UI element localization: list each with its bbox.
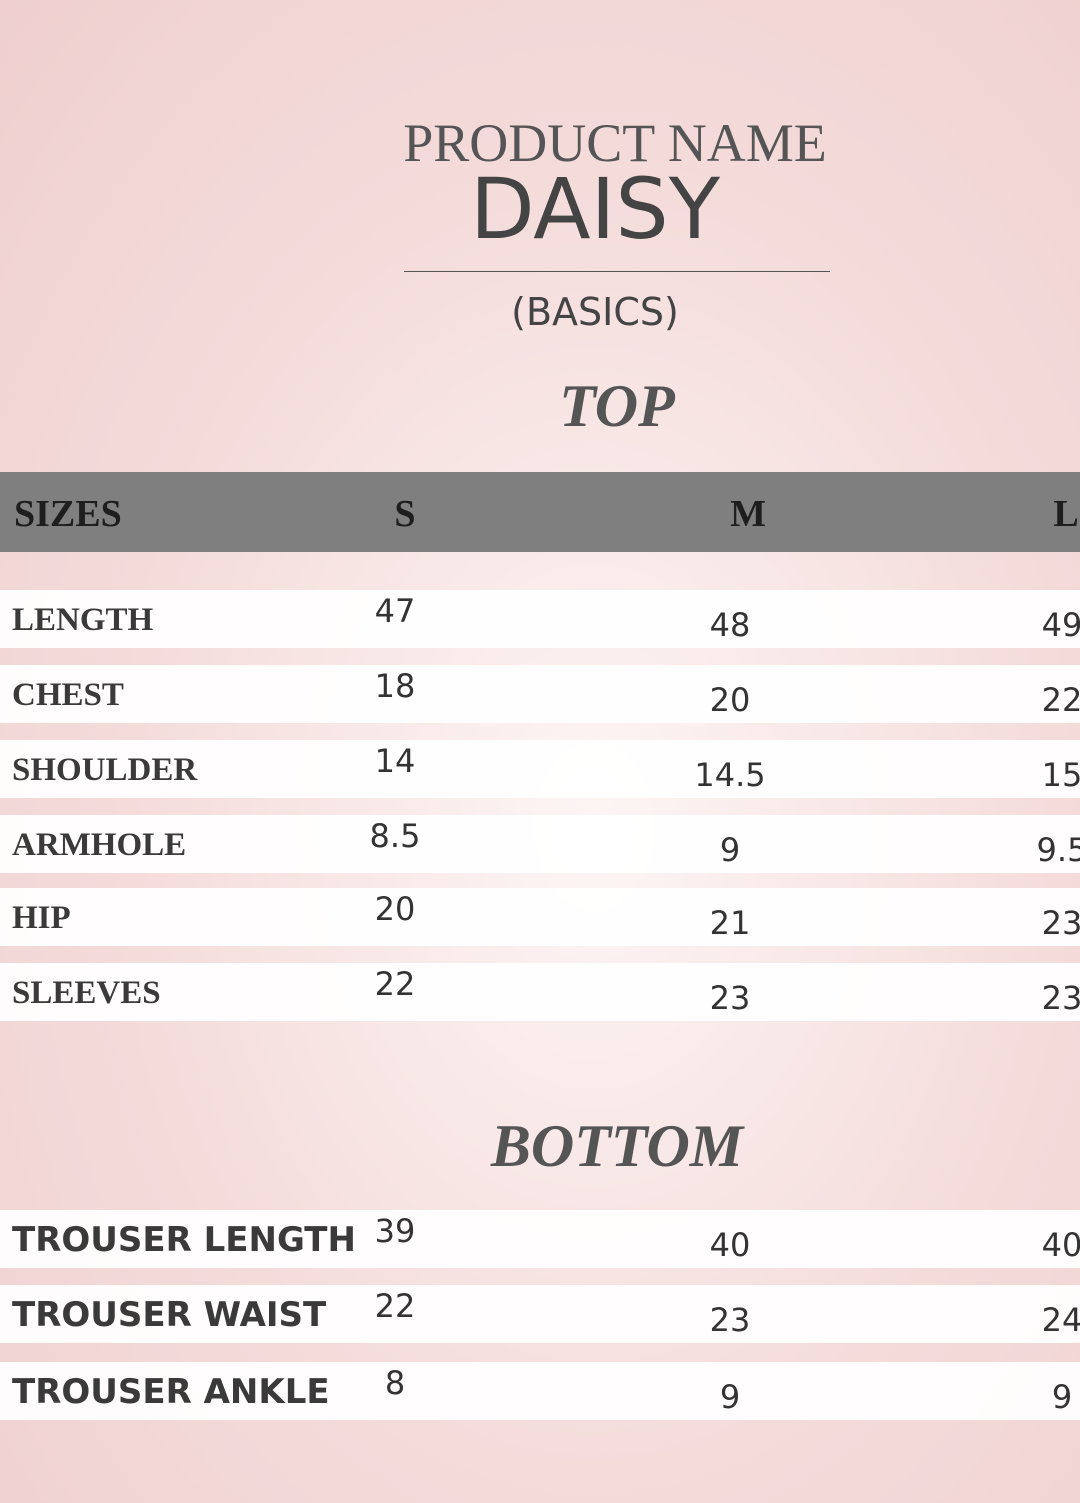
table-row: TROUSER ANKLE 8 9 9 [0,1362,1080,1420]
table-row: CHEST 18 20 22 [0,665,1080,723]
table-row: LENGTH 47 48 49 [0,590,1080,648]
cell-value: 49 [1041,606,1080,644]
cell-value: 9.5 [1036,831,1080,869]
row-label: ARMHOLE [12,827,187,863]
cell-value: 47 [374,592,416,630]
row-label: TROUSER LENGTH [12,1220,356,1260]
table-row: ARMHOLE 8.5 9 9.5 [0,815,1080,873]
cell-value: 9 [719,831,741,869]
column-header: SIZES [14,493,122,535]
cell-value: 23 [709,1301,751,1339]
cell-value: 21 [709,904,751,942]
column-header: M [730,493,766,535]
table-row: TROUSER LENGTH 39 40 40 [0,1210,1080,1268]
row-label: HIP [12,900,71,936]
row-label: SHOULDER [12,752,198,788]
cell-value: 14.5 [694,756,766,794]
product-name: DAISY [469,160,721,258]
table-row: SHOULDER 14 14.5 15 [0,740,1080,798]
column-header: S [394,493,416,535]
column-header: L [1053,493,1079,535]
table-row: SLEEVES 22 23 23 [0,963,1080,1021]
table-header: SIZES S M L [0,472,1080,552]
cell-value: 8.5 [369,817,421,855]
row-label: LENGTH [12,602,154,638]
cell-value: 20 [374,890,416,928]
cell-value: 48 [709,606,751,644]
cell-value: 9 [719,1378,741,1416]
cell-value: 8 [384,1364,406,1402]
table-row: TROUSER WAIST 22 23 24 [0,1285,1080,1343]
row-label: CHEST [12,677,124,713]
cell-value: 15 [1041,756,1080,794]
cell-value: 9 [1051,1378,1073,1416]
cell-value: 40 [1041,1226,1080,1264]
row-label: SLEEVES [12,975,161,1011]
section-title: BOTTOM [490,1113,744,1179]
cell-value: 18 [374,667,416,705]
cell-value: 39 [374,1212,416,1250]
row-label: TROUSER ANKLE [12,1372,330,1412]
cell-value: 40 [709,1226,751,1264]
cell-value: 22 [374,1287,416,1325]
divider [404,271,830,272]
row-label: TROUSER WAIST [12,1295,327,1335]
cell-value: 24 [1041,1301,1080,1339]
cell-value: 22 [374,965,416,1003]
cell-value: 22 [1041,681,1080,719]
cell-value: 23 [1041,904,1080,942]
cell-value: 23 [709,979,751,1017]
subtitle: (BASICS) [511,290,679,334]
cell-value: 23 [1041,979,1080,1017]
title: PRODUCT NAME [403,113,827,173]
cell-value: 14 [374,742,416,780]
cell-value: 20 [709,681,751,719]
section-title: TOP [559,373,675,439]
table-row: HIP 20 21 23 [0,888,1080,946]
